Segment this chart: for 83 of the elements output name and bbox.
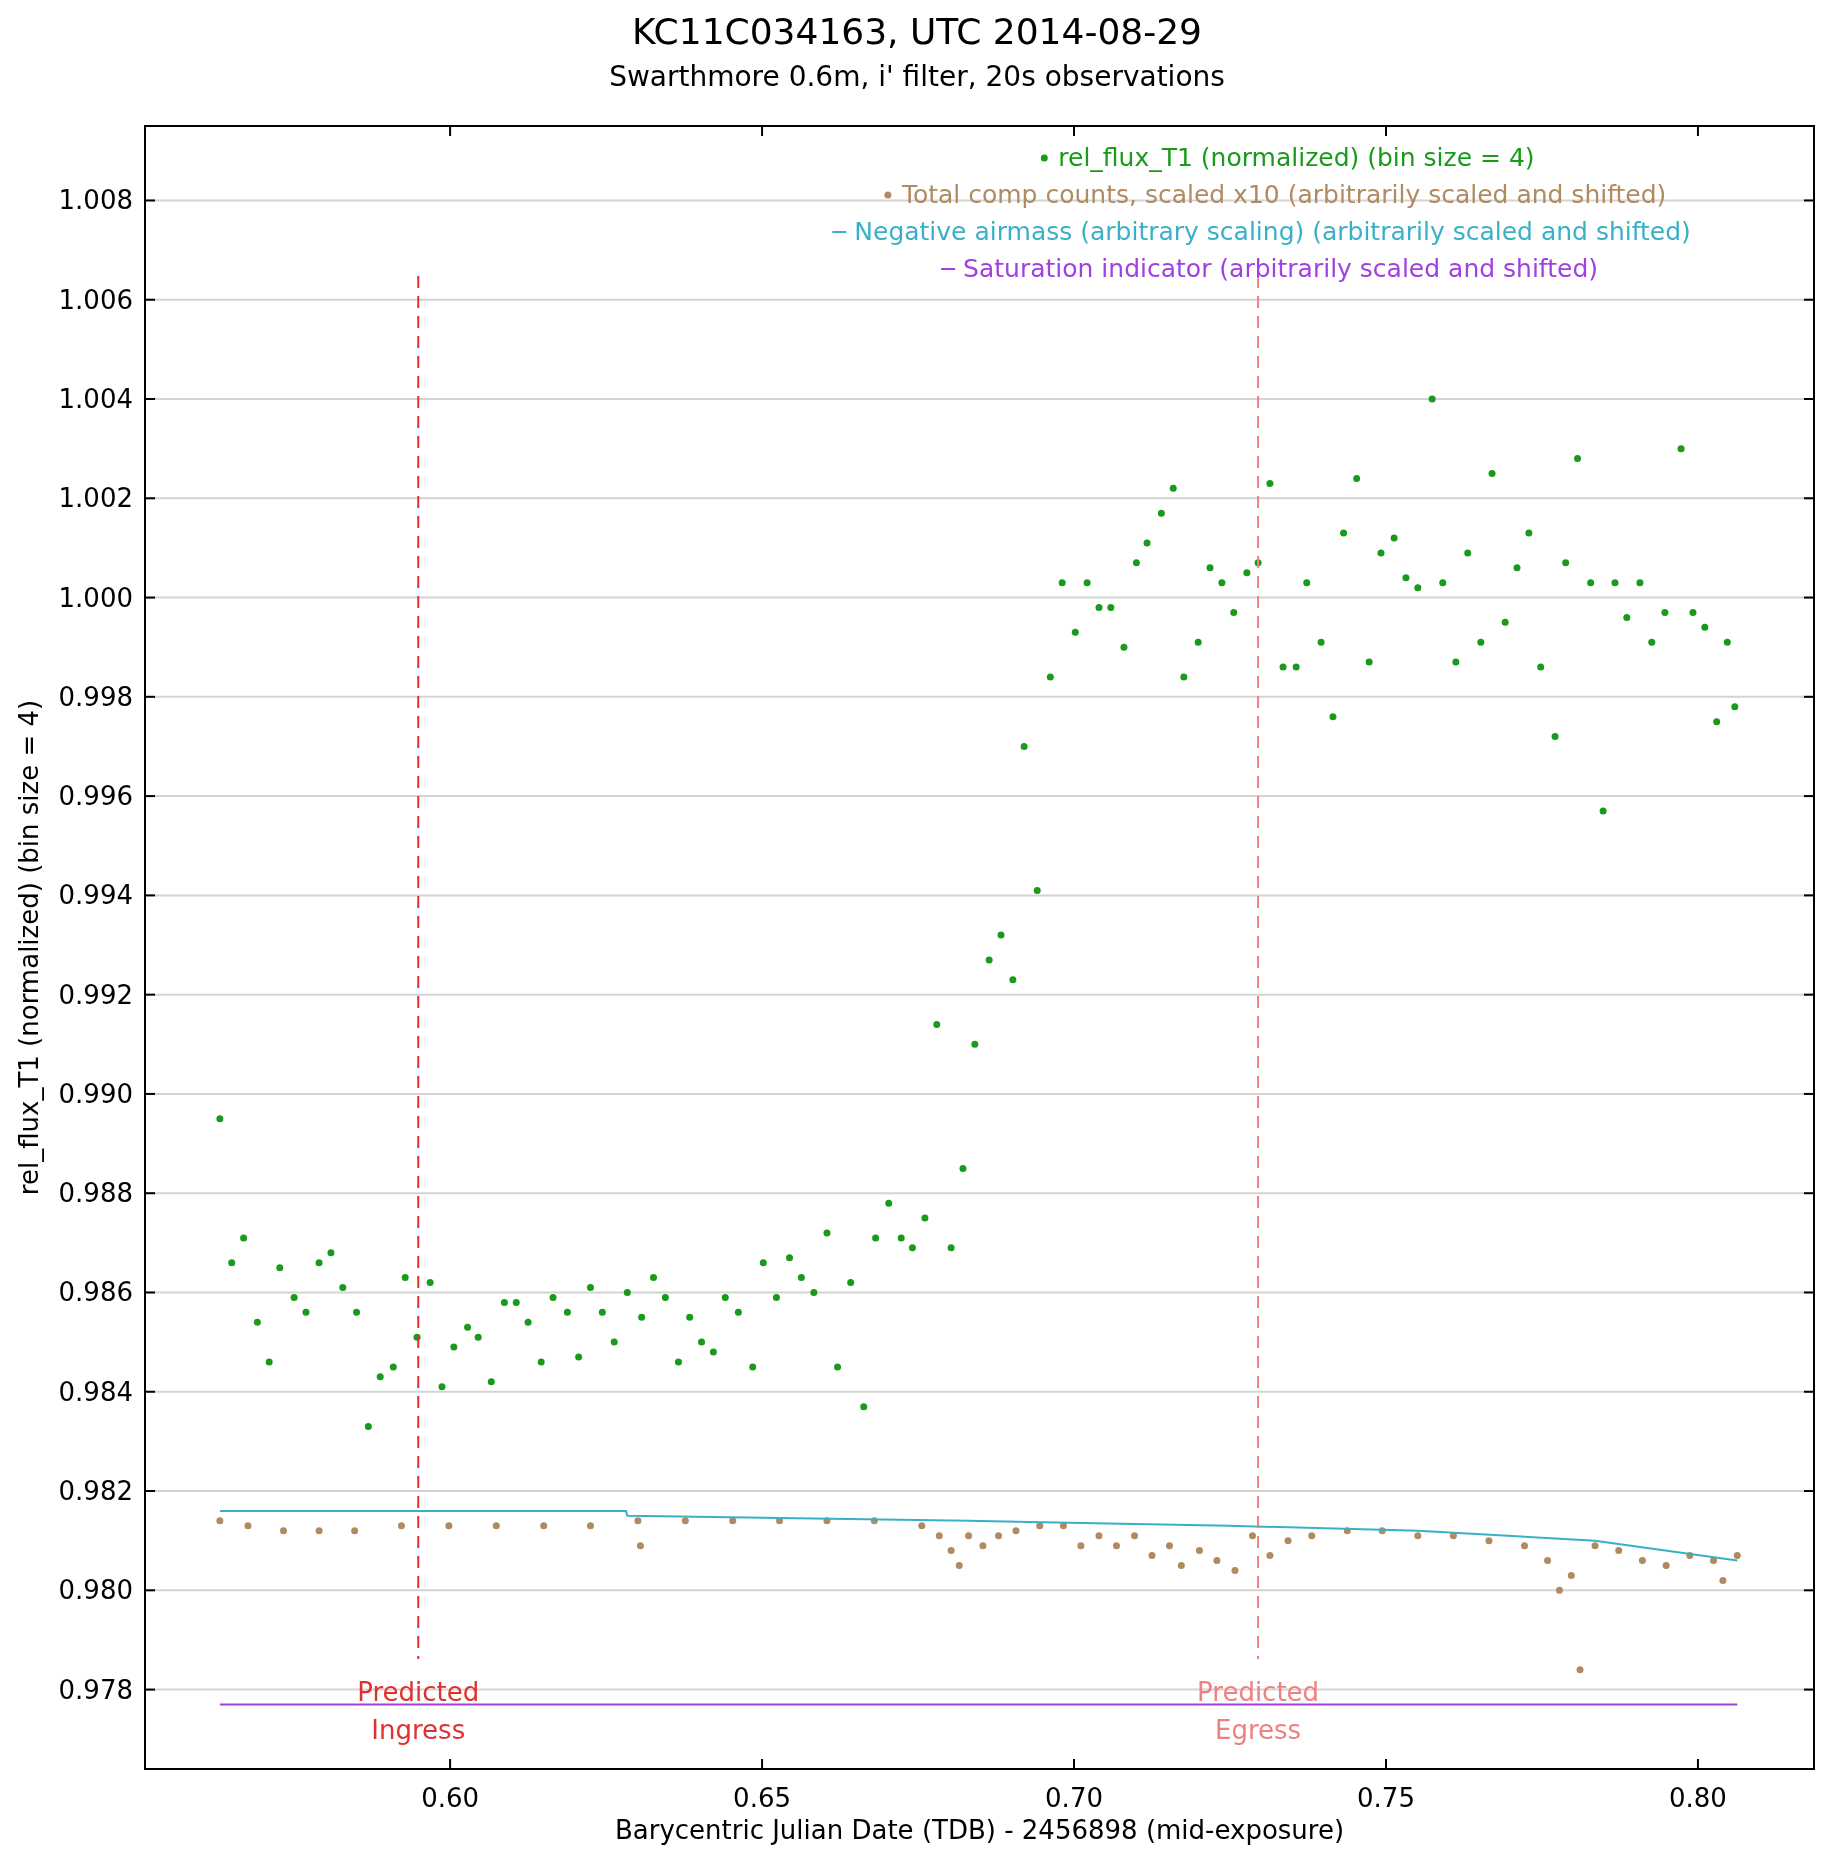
point xyxy=(1521,1542,1528,1550)
point xyxy=(1165,1542,1173,1550)
point xyxy=(955,1561,963,1569)
point xyxy=(1615,1547,1623,1555)
y-tick-label: 0.988 xyxy=(58,1178,133,1209)
y-tick-label: 0.994 xyxy=(58,880,133,911)
legend-label: Total comp counts, scaled x10 (arbitrarily scaled and shifted) xyxy=(900,180,1667,209)
ref-line-label: Predicted Ingress xyxy=(357,1677,480,1745)
point xyxy=(492,1522,500,1530)
point xyxy=(216,1517,224,1525)
point xyxy=(1414,1532,1422,1540)
point xyxy=(1638,1557,1646,1565)
y-tick-label: 0.998 xyxy=(58,681,133,712)
legend-label: Negative airmass (arbitrary scaling) (arbitrarily scaled and shifted) xyxy=(854,217,1691,246)
point xyxy=(244,1522,252,1530)
chart-subtitle: Swarthmore 0.6m, i' filter, 20s observations xyxy=(609,60,1225,93)
point xyxy=(1719,1576,1727,1584)
point xyxy=(1544,1557,1552,1565)
point xyxy=(1095,1532,1103,1540)
point xyxy=(729,1517,737,1525)
point xyxy=(965,1532,973,1540)
point xyxy=(1195,1547,1203,1555)
point xyxy=(445,1522,453,1530)
y-tick-label: 1.002 xyxy=(58,483,133,514)
point xyxy=(1012,1527,1020,1535)
point xyxy=(397,1522,405,1530)
point xyxy=(1077,1542,1085,1550)
point xyxy=(947,1547,955,1555)
point xyxy=(1733,1552,1741,1560)
point xyxy=(1148,1552,1156,1560)
y-tick-label: 0.992 xyxy=(58,979,133,1010)
point xyxy=(280,1527,288,1535)
line-series xyxy=(218,1509,1739,1562)
point xyxy=(1231,1566,1239,1574)
y-tick-label: 0.990 xyxy=(58,1078,133,1109)
x-tick-label: 0.75 xyxy=(1357,1783,1415,1813)
point xyxy=(351,1527,359,1535)
point xyxy=(1555,1586,1563,1594)
x-tick-label: 0.80 xyxy=(1669,1783,1727,1813)
y-tick-label: 0.978 xyxy=(58,1674,133,1705)
point xyxy=(935,1532,943,1540)
chart-title: KC11C034163, UTC 2014-08-29 xyxy=(631,11,1203,52)
point xyxy=(1266,1552,1274,1560)
point xyxy=(1308,1532,1316,1540)
point xyxy=(1131,1532,1139,1540)
x-tick-label: 0.65 xyxy=(733,1783,792,1813)
y-tick-label: 1.000 xyxy=(58,582,133,613)
point xyxy=(918,1522,926,1530)
point xyxy=(681,1517,689,1525)
point xyxy=(1485,1537,1493,1545)
y-tick-label: 1.006 xyxy=(58,284,133,315)
x-axis-title: Barycentric Julian Date (TDB) - 2456898 (mid-exposure) xyxy=(614,1815,1345,1845)
point xyxy=(1576,1666,1584,1674)
point xyxy=(979,1542,987,1550)
legend-label: rel_flux_T1 (normalized) (bin size = 4) xyxy=(1058,143,1535,172)
y-tick-label: 0.982 xyxy=(58,1476,133,1507)
x-tick-label: 0.70 xyxy=(1045,1783,1103,1813)
ref-line-label: Predicted Egress xyxy=(1197,1677,1320,1745)
point xyxy=(1036,1522,1044,1530)
point xyxy=(636,1542,644,1550)
point xyxy=(1284,1537,1292,1545)
point xyxy=(1710,1557,1718,1565)
y-tick-label: 0.986 xyxy=(58,1277,133,1308)
y-tick-label: 0.996 xyxy=(58,781,133,812)
y-tick-label: 1.004 xyxy=(58,384,133,415)
point xyxy=(1248,1532,1256,1540)
point xyxy=(586,1522,594,1530)
legend-label: Saturation indicator (arbitrarily scaled and shifted) xyxy=(963,254,1599,283)
point xyxy=(1591,1542,1599,1550)
point xyxy=(540,1522,548,1530)
y-axis-title: rel_flux_T1 (normalized) (bin size = 4) xyxy=(14,699,44,1196)
point xyxy=(1213,1557,1221,1565)
point xyxy=(1567,1571,1575,1579)
point xyxy=(1662,1561,1670,1569)
y-tick-label: 0.980 xyxy=(58,1575,133,1606)
y-tick-label: 1.008 xyxy=(58,185,133,216)
point xyxy=(1177,1561,1185,1569)
point xyxy=(995,1532,1003,1540)
x-tick-label: 0.60 xyxy=(421,1783,480,1813)
point xyxy=(634,1517,642,1525)
point xyxy=(1112,1542,1120,1550)
point xyxy=(315,1527,323,1535)
y-tick-label: 0.984 xyxy=(58,1376,133,1407)
